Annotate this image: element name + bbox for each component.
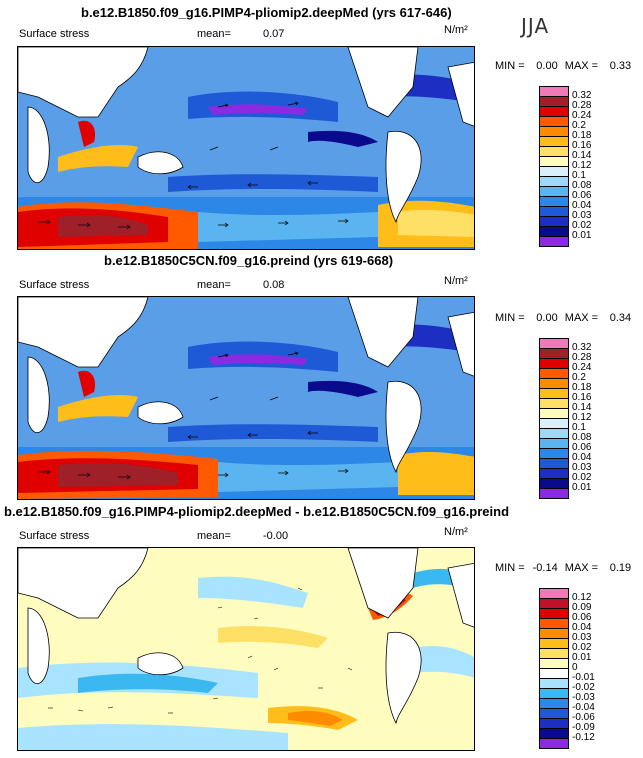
colorbar-tick-label: 0.04 (572, 452, 592, 463)
panel-1-variable: Surface stress (19, 28, 90, 40)
panel-1-title: b.e12.B1850.f09_g16.PIMP4-pliomip2.deepM… (81, 5, 452, 20)
panel-2-minmax: MIN = 0.00 MAX = 0.34 (495, 312, 631, 324)
panel-1-max-label: MAX = (564, 60, 599, 72)
panel-2-units: N/m² (444, 275, 468, 287)
panel-2-min-value: 0.00 (536, 312, 558, 324)
panel-3-minmax: MIN = -0.14 MAX = 0.19 (495, 562, 631, 574)
panel-3-min-value: -0.14 (532, 562, 558, 574)
panel-3-max-label: MAX = (564, 562, 599, 574)
colorbar-tick-label: 0.04 (572, 200, 592, 211)
panel-2-title: b.e12.B1850C5CN.f09_g16.preind (yrs 619-… (104, 253, 394, 268)
season-label: JJA (521, 14, 550, 38)
panel-2-mean-value: 0.08 (263, 279, 285, 291)
panel-1-min-label: MIN = (495, 60, 525, 72)
colorbar-tick-label: 0.14 (572, 150, 592, 161)
colorbar-tick-label: 0.02 (572, 642, 592, 653)
colorbar-tick-label: 0.02 (572, 220, 592, 231)
colorbar-tick-label: -0.02 (572, 682, 595, 693)
colorbar-tick-label: 0.18 (572, 130, 592, 141)
colorbar-tick-label: -0.09 (572, 722, 595, 733)
panel-1-units: N/m² (444, 24, 468, 36)
panel-3-units: N/m² (444, 526, 468, 538)
colorbar-tick-label: 0.14 (572, 402, 592, 413)
colorbar-tick-label: 0.1 (572, 422, 586, 433)
colorbar-box (539, 488, 569, 499)
colorbar-tick-label: 0.01 (572, 230, 592, 241)
panel-2-variable: Surface stress (19, 279, 90, 291)
colorbar-box (539, 236, 569, 247)
panel-2-vectors (38, 351, 349, 480)
panel-3-mean-value: -0.00 (263, 530, 289, 542)
panel-1-mean-value: 0.07 (263, 28, 285, 40)
panel-1-mean-label: mean= (197, 28, 231, 40)
panel-1-map (17, 46, 475, 250)
panel-3-max-value: 0.19 (609, 562, 632, 574)
panel-2-max-label: MAX = (564, 312, 599, 324)
colorbar-tick-label: 0.28 (572, 352, 592, 363)
colorbar-tick-label: 0.01 (572, 652, 592, 663)
colorbar-tick-label: 0.16 (572, 392, 592, 403)
panel-2-mean-label: mean= (197, 279, 231, 291)
colorbar-tick-label: 0.06 (572, 190, 592, 201)
colorbar-tick-label: -0.06 (572, 712, 595, 723)
colorbar-tick-label: -0.03 (572, 692, 595, 703)
panel-3-title: b.e12.B1850.f09_g16.PIMP4-pliomip2.deepM… (4, 504, 510, 519)
colorbar-tick-label: 0.16 (572, 140, 592, 151)
colorbar-tick-label: 0 (572, 662, 578, 673)
colorbar-tick-label: 0.12 (572, 412, 592, 423)
colorbar-tick-label: 0.12 (572, 592, 592, 603)
colorbar-tick-label: 0.24 (572, 110, 592, 121)
panel-2-map-svg (18, 297, 474, 499)
colorbar-tick-label: 0.28 (572, 100, 592, 111)
panel-3-mean-label: mean= (197, 530, 231, 542)
panel-1-map-svg (18, 47, 474, 249)
colorbar-tick-label: 0.08 (572, 432, 592, 443)
colorbar-tick-label: -0.01 (572, 672, 595, 683)
panel-2-min-label: MIN = (495, 312, 525, 324)
colorbar-tick-label: 0.03 (572, 210, 592, 221)
panel-2-max-value: 0.34 (609, 312, 632, 324)
colorbar-box (539, 738, 569, 749)
colorbar-tick-label: 0.2 (572, 120, 586, 131)
colorbar-tick-label: 0.01 (572, 482, 592, 493)
colorbar-tick-label: 0.32 (572, 342, 592, 353)
panel-1-min-value: 0.00 (536, 60, 558, 72)
colorbar-tick-label: 0.09 (572, 602, 592, 613)
panel-1-max-value: 0.33 (609, 60, 632, 72)
panel-3-map-svg (18, 548, 474, 750)
colorbar-tick-label: 0.03 (572, 632, 592, 643)
panel-1-colorbar: 0.32 0.28 0.24 0.2 0.18 0.16 0.14 0.12 0.1 0.08 0.… (539, 86, 591, 247)
colorbar-tick-label: 0.06 (572, 612, 592, 623)
colorbar-tick-label: 0.32 (572, 90, 592, 101)
panel-3-variable: Surface stress (19, 530, 90, 542)
colorbar-tick-label: 0.04 (572, 622, 592, 633)
colorbar-tick-label: 0.08 (572, 180, 592, 191)
panel-2-colorbar: 0.32 0.28 0.24 0.2 0.18 0.16 0.14 0.12 0.1 0.08 0.… (539, 338, 591, 499)
panel-3-vectors (48, 587, 353, 714)
colorbar-tick-label: -0.04 (572, 702, 595, 713)
panel-3-min-label: MIN = (495, 562, 525, 574)
colorbar-tick-label: -0.12 (572, 732, 595, 743)
colorbar-tick-label: 0.12 (572, 160, 592, 171)
colorbar-tick-label: 0.1 (572, 170, 586, 181)
colorbar-tick-label: 0.02 (572, 472, 592, 483)
panel-1-minmax: MIN = 0.00 MAX = 0.33 (495, 60, 631, 72)
colorbar-tick-label: 0.03 (572, 462, 592, 473)
colorbar-tick-label: 0.24 (572, 362, 592, 373)
colorbar-tick-label: 0.2 (572, 372, 586, 383)
colorbar-tick-label: 0.06 (572, 442, 592, 453)
panel-3-map (17, 547, 475, 751)
colorbar-tick-label: 0.18 (572, 382, 592, 393)
panel-3-colorbar: 0.12 0.09 0.06 0.04 0.03 0.02 0.01 0 -0.01 -0.02-… (539, 588, 595, 749)
panel-2-map (17, 296, 475, 500)
panel-1-vectors (38, 101, 349, 230)
